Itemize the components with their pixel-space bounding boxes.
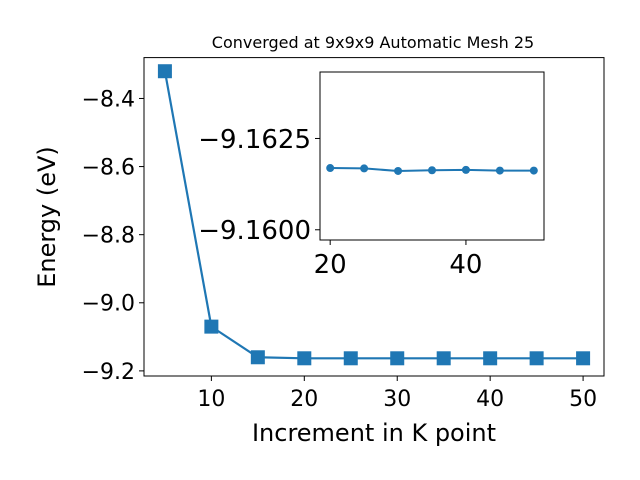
inset-background xyxy=(320,72,544,240)
data-point-marker xyxy=(326,164,335,173)
y-tick-label: −8.6 xyxy=(82,155,135,180)
main-chart: Converged at 9x9x9 Automatic Mesh 25 10 2… xyxy=(33,33,605,447)
x-tick-label: 40 xyxy=(476,387,504,412)
x-tick-label: 40 xyxy=(449,250,482,280)
data-point-marker xyxy=(343,351,358,366)
y-tick-label: −9.2 xyxy=(82,360,135,385)
data-point-marker xyxy=(529,166,538,175)
y-tick-label: −9.1600 xyxy=(198,216,311,246)
data-point-marker xyxy=(297,351,312,366)
data-point-marker xyxy=(576,351,591,366)
main-plot-area xyxy=(157,64,591,366)
chart-title: Converged at 9x9x9 Automatic Mesh 25 xyxy=(212,33,534,52)
data-point-marker xyxy=(495,166,504,175)
main-axes: 10 20 30 40 50 −9.2 −9.0 −8.8 −8.6 −8.4 xyxy=(82,87,598,412)
x-tick-label: 20 xyxy=(314,250,347,280)
inset-axes: 20 40 −9.1600 −9.1625 xyxy=(198,125,482,280)
x-axis-label: Increment in K point xyxy=(252,419,496,447)
data-point-marker xyxy=(394,166,403,175)
data-point-marker xyxy=(529,351,544,366)
data-point-marker xyxy=(360,164,369,173)
y-tick-label: −8.8 xyxy=(82,224,135,249)
inset-plot-area xyxy=(326,164,538,175)
data-point-marker xyxy=(390,351,405,366)
x-tick-label: 30 xyxy=(383,387,411,412)
data-point-marker xyxy=(436,351,451,366)
main-plot-frame xyxy=(143,57,605,377)
x-tick-label: 10 xyxy=(197,387,225,412)
y-axis-label: Energy (eV) xyxy=(33,146,61,288)
inset-chart: 20 40 −9.1600 −9.1625 xyxy=(198,71,545,280)
series-line xyxy=(163,71,584,360)
x-tick-label: 20 xyxy=(290,387,318,412)
data-point-marker xyxy=(250,350,265,365)
inset-plot-frame xyxy=(319,71,545,241)
data-point-marker xyxy=(157,64,172,79)
data-point-marker xyxy=(428,166,436,175)
x-tick-label: 50 xyxy=(569,387,597,412)
data-point-marker xyxy=(483,351,498,366)
y-tick-label: −9.1625 xyxy=(198,125,311,155)
data-point-marker xyxy=(461,165,470,174)
data-point-marker xyxy=(204,319,219,334)
y-tick-label: −9.0 xyxy=(82,292,135,317)
y-tick-label: −8.4 xyxy=(82,87,135,112)
